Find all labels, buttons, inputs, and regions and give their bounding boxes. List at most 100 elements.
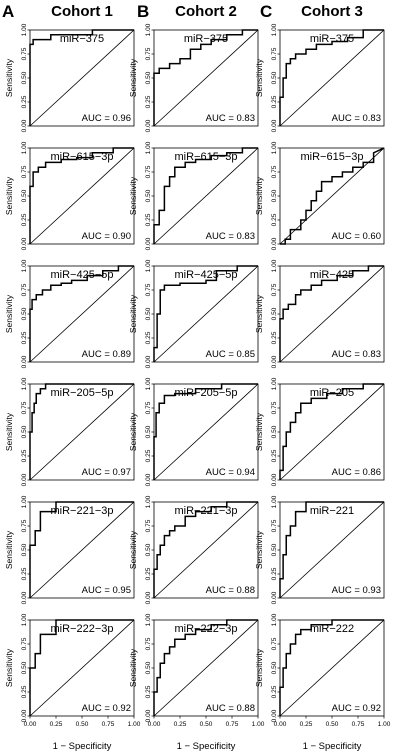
y-axis-label-c2-r1: Sensitivity <box>128 58 138 97</box>
roc-curve-c2-r1 <box>153 29 258 126</box>
y-tick-label-c3-r1-1: 0.25 <box>271 95 278 108</box>
y-tick-label-c3-r1-4: 1.00 <box>271 23 278 36</box>
y-tick-label-c3-r2-0: 0.00 <box>271 237 278 250</box>
panel-title-c3-r3: miR−425 <box>310 269 354 281</box>
roc-curve-c3-r2 <box>280 147 385 245</box>
y-tick-label-c1-r5-3: 0.75 <box>21 519 28 532</box>
y-tick-label-c3-r6-4: 1.00 <box>271 613 278 626</box>
chance-diagonal-c2-r5 <box>153 501 259 599</box>
y-tick-label-c3-r4-4: 1.00 <box>271 377 278 390</box>
roc-curve-c1-r2 <box>29 147 134 244</box>
y-tick-label-c1-r5-0: 0.00 <box>21 591 28 604</box>
y-axis-label-c2-r6: Sensitivity <box>128 648 138 687</box>
y-tick-label-c3-r5-0: 0.00 <box>271 591 278 604</box>
y-tick-label-c1-r1-4: 1.00 <box>21 23 28 36</box>
y-tick-label-c2-r4-0: 0.00 <box>145 473 152 486</box>
y-tick-label-c2-r3-0: 0.00 <box>145 355 152 368</box>
y-tick-label-c1-r6-4: 1.00 <box>21 613 28 626</box>
y-tick-label-c3-r6-1: 0.25 <box>271 685 278 698</box>
roc-curve-c2-r4 <box>153 383 258 480</box>
y-tick-label-c1-r2-2: 0.50 <box>21 189 28 202</box>
y-tick-label-c3-r6-3: 0.75 <box>271 637 278 650</box>
y-tick-label-c3-r3-3: 0.75 <box>271 283 278 296</box>
panel-title-c3-r1: miR−375 <box>310 33 354 45</box>
panel-title-c3-r5: miR−221 <box>310 505 354 517</box>
x-tick-label-c2-r6-0: 0.00 <box>148 721 161 728</box>
chance-diagonal-c3-r5 <box>279 501 385 599</box>
chance-diagonal-c1-r4 <box>29 383 135 481</box>
roc-panel-c3-r5: 0.00 0.25 0.50 0.75 1.00 miR−221 AUC = 0.93 <box>271 495 385 604</box>
y-tick-label-c2-r5-0: 0.00 <box>145 591 152 604</box>
y-tick-label-c2-r2-3: 0.75 <box>145 165 152 178</box>
y-tick-label-c1-r3-0: 0.00 <box>21 355 28 368</box>
y-tick-label-c1-r3-2: 0.50 <box>21 307 28 320</box>
y-tick-label-c1-r6-2: 0.50 <box>21 661 28 674</box>
roc-curve-c2-r3 <box>153 265 258 362</box>
y-tick-label-c1-r3-1: 0.25 <box>21 331 28 344</box>
y-axis-label-c1-r1: Sensitivity <box>4 58 14 97</box>
panel-title-c2-r2: miR−615−3p <box>175 151 238 163</box>
roc-panels: 0.00 0.25 0.50 0.75 1.00 miR−375 AUC = 0.96 Sen… <box>4 23 391 728</box>
y-tick-label-c2-r3-3: 0.75 <box>145 283 152 296</box>
roc-curve-c3-r3 <box>279 265 384 362</box>
chance-diagonal-c3-r4 <box>279 383 385 481</box>
roc-panel-c1-r5: 0.00 0.25 0.50 0.75 1.00 miR−221−3p AUC = 0.95 <box>21 495 135 604</box>
auc-label-c2-r4: AUC = 0.94 <box>206 467 255 478</box>
auc-label-c3-r6: AUC = 0.92 <box>332 703 381 714</box>
x-tick-label-c1-r6-1: 0.25 <box>50 721 63 728</box>
y-axis-label-c2-r2: Sensitivity <box>128 176 138 215</box>
y-axis-label-c2-r3: Sensitivity <box>128 294 138 333</box>
y-tick-label-c1-r3-4: 1.00 <box>21 259 28 272</box>
y-tick-label-c1-r5-4: 1.00 <box>21 495 28 508</box>
chance-diagonal-c1-r1 <box>29 29 135 127</box>
y-tick-label-c2-r5-2: 0.50 <box>145 543 152 556</box>
y-axis-label-c3-r5: Sensitivity <box>254 530 264 569</box>
column-title-cohort-3: Cohort 3 <box>301 3 363 20</box>
y-tick-label-c3-r1-0: 0.00 <box>271 119 278 132</box>
y-tick-label-c3-r1-3: 0.75 <box>271 47 278 60</box>
auc-label-c2-r6: AUC = 0.88 <box>206 703 255 714</box>
y-tick-label-c1-r6-3: 0.75 <box>21 637 28 650</box>
column-letter-a: A <box>2 2 14 21</box>
y-tick-label-c2-r2-0: 0.00 <box>145 237 152 250</box>
auc-label-c2-r2: AUC = 0.83 <box>206 231 255 242</box>
auc-label-c2-r5: AUC = 0.88 <box>206 585 255 596</box>
column-title-cohort-1: Cohort 1 <box>51 3 113 20</box>
y-tick-label-c3-r4-2: 0.50 <box>271 425 278 438</box>
chance-diagonal-c2-r4 <box>153 383 259 481</box>
auc-label-c1-r6: AUC = 0.92 <box>82 703 131 714</box>
auc-label-c2-r3: AUC = 0.85 <box>206 349 255 360</box>
y-tick-label-c3-r3-0: 0.00 <box>271 355 278 368</box>
y-tick-label-c2-r1-4: 1.00 <box>145 23 152 36</box>
chance-diagonal-c1-r3 <box>29 265 135 363</box>
y-axis-label-c3-r6: Sensitivity <box>254 648 264 687</box>
x-tick-label-c3-r6-4: 1.00 <box>378 721 391 728</box>
auc-label-c1-r3: AUC = 0.89 <box>82 349 131 360</box>
y-tick-label-c2-r2-1: 0.25 <box>145 213 152 226</box>
auc-label-c1-r4: AUC = 0.97 <box>82 467 131 478</box>
roc-panel-c3-r6: 0.00 0.25 0.50 0.75 1.00 0.00 0.25 0.50 0.75 1.00… <box>271 613 391 728</box>
x-tick-label-c3-r6-0: 0.00 <box>274 721 287 728</box>
y-axis-label-c1-r2: Sensitivity <box>4 176 14 215</box>
auc-label-c1-r2: AUC = 0.90 <box>82 231 131 242</box>
roc-panel-c2-r3: 0.00 0.25 0.50 0.75 1.00 miR−425−5p AUC = 0.85 <box>145 259 259 368</box>
y-tick-label-c1-r5-1: 0.25 <box>21 567 28 580</box>
y-tick-label-c1-r1-2: 0.50 <box>21 71 28 84</box>
y-tick-label-c1-r1-0: 0.00 <box>21 119 28 132</box>
x-tick-label-c1-r6-4: 1.00 <box>128 721 141 728</box>
roc-curve-c1-r5 <box>29 501 134 598</box>
y-tick-label-c2-r5-1: 0.25 <box>145 567 152 580</box>
panel-title-c3-r4: miR−205 <box>310 387 354 399</box>
x-tick-label-c1-r6-3: 0.75 <box>102 721 115 728</box>
y-tick-label-c2-r2-2: 0.50 <box>145 189 152 202</box>
y-tick-label-c3-r5-3: 0.75 <box>271 519 278 532</box>
y-tick-label-c2-r6-1: 0.25 <box>145 685 152 698</box>
auc-label-c1-r1: AUC = 0.96 <box>82 113 131 124</box>
roc-panel-c2-r2: 0.00 0.25 0.50 0.75 1.00 miR−615−3p AUC = 0.83 <box>145 141 259 250</box>
auc-label-c1-r5: AUC = 0.95 <box>82 585 131 596</box>
auc-label-c2-r1: AUC = 0.83 <box>206 113 255 124</box>
roc-panel-c1-r6: 0.00 0.25 0.50 0.75 1.00 0.00 0.25 0.50 0.75 1.00… <box>21 613 141 728</box>
y-tick-label-c2-r1-2: 0.50 <box>145 71 152 84</box>
roc-curve-c3-r5 <box>279 501 384 598</box>
